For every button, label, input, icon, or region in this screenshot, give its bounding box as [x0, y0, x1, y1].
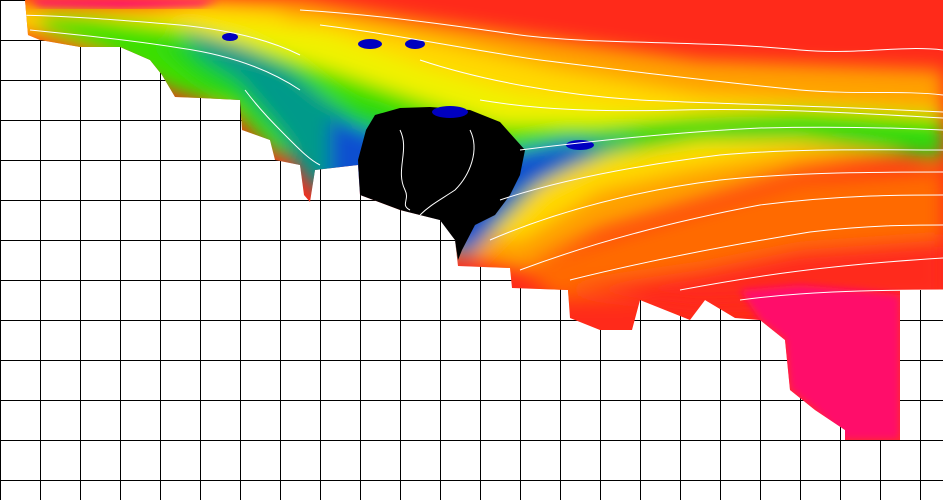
- black-region: [358, 107, 525, 260]
